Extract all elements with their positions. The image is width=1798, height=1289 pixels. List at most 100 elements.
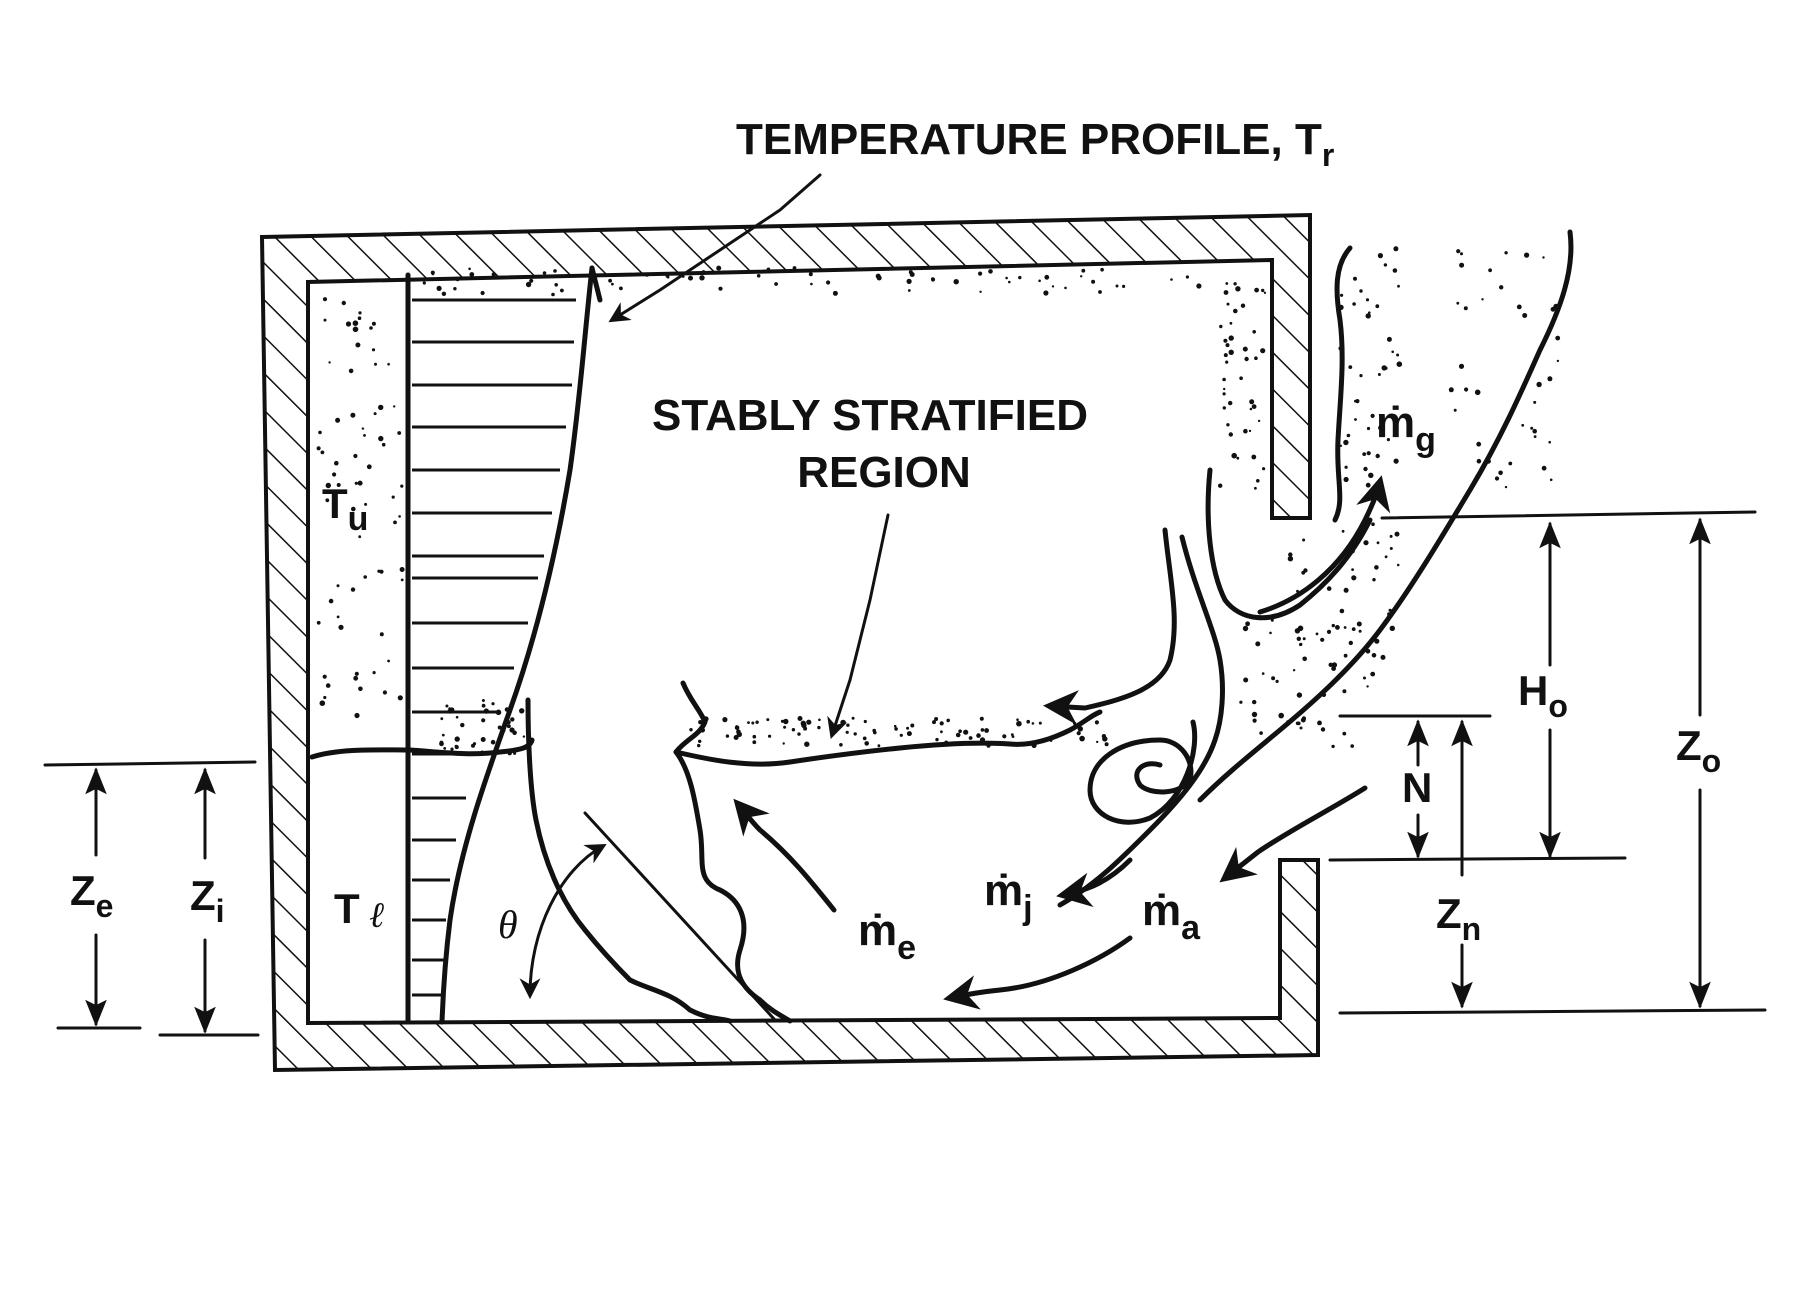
stipple-dot	[491, 272, 496, 277]
stipple-dot	[1341, 529, 1345, 533]
stipple-dot	[449, 707, 455, 713]
stipple-dot	[379, 569, 384, 574]
stipple-dot	[1389, 534, 1393, 538]
stipple-dot	[450, 747, 454, 751]
stipple-dot	[1383, 263, 1388, 267]
stipple-dot	[1494, 476, 1500, 481]
stipple-dot	[1365, 298, 1370, 302]
stipple-dot	[522, 735, 526, 738]
stipple-dot	[1222, 392, 1226, 396]
stipple-dot	[509, 727, 515, 733]
stipple-dot	[1376, 541, 1380, 545]
stipple-dot	[1091, 279, 1096, 284]
stipple-dot	[1396, 563, 1400, 567]
stipple-dot	[930, 277, 936, 282]
stipple-dot	[955, 732, 961, 738]
stipple-dot	[1343, 626, 1347, 629]
stipple-dot	[316, 446, 321, 451]
stipple-dot	[1476, 441, 1482, 447]
stipple-dot	[1219, 324, 1223, 329]
stipple-dot	[1532, 428, 1537, 434]
stipple-dot	[845, 730, 849, 734]
stipple-dot	[1533, 400, 1537, 404]
stipple-dot	[804, 741, 810, 747]
stipple-dot	[345, 321, 352, 327]
stipple-dot	[1370, 671, 1376, 677]
stipple-dot	[1366, 426, 1371, 431]
stipple-dot	[469, 272, 475, 277]
stipple-dot	[471, 743, 475, 748]
stipple-dot	[1239, 700, 1243, 704]
stipple-dot	[1392, 268, 1398, 273]
stipple-dot	[1358, 629, 1362, 633]
stipple-dot	[369, 326, 373, 330]
stipple-dot	[1550, 306, 1556, 312]
stipple-dot	[1371, 653, 1377, 658]
stipple-dot	[323, 318, 327, 322]
stipple-dot	[1261, 288, 1265, 293]
stipple-dot	[325, 482, 331, 489]
stipple-dot	[513, 751, 517, 755]
stipple-dot	[1464, 387, 1469, 392]
stipple-dot	[1356, 621, 1362, 627]
dimensions-left	[43, 760, 260, 1037]
stipple-dot	[460, 722, 465, 728]
stipple-dot	[322, 297, 328, 302]
stipple-dot	[382, 690, 387, 695]
stipple-dot	[1456, 301, 1460, 305]
stipple-dot	[1533, 435, 1537, 438]
stipple-dot	[1521, 423, 1525, 427]
stipple-dot	[1499, 285, 1504, 290]
stipple-dot	[1331, 662, 1338, 668]
stipple-dot	[397, 431, 402, 435]
stipple-dot	[455, 277, 460, 282]
stipple-dot	[1044, 274, 1050, 280]
stipple-dot	[1296, 692, 1303, 698]
stipple-dot	[1231, 452, 1237, 459]
stipple-dot	[350, 412, 356, 418]
stipple-dot	[978, 271, 983, 276]
stipple-dot	[818, 718, 821, 722]
stipple-dot	[725, 734, 730, 738]
stipple-dot	[1240, 303, 1246, 308]
stipple-dot	[1271, 676, 1276, 681]
stipple-dot	[441, 733, 445, 737]
stipple-dot	[958, 729, 962, 733]
stipple-dot	[862, 736, 867, 741]
stipple-dot	[506, 720, 511, 725]
stipple-dot	[1522, 313, 1528, 318]
stipple-dot	[1396, 353, 1400, 357]
stipple-dot	[1226, 302, 1230, 306]
stipple-dot	[1100, 267, 1104, 272]
stipple-dot	[1251, 404, 1257, 409]
stipple-dot	[400, 578, 404, 582]
stipple-dot	[1363, 466, 1368, 472]
stipple-dot	[1498, 470, 1503, 476]
stipple-dot	[939, 721, 944, 726]
stipple-dot	[1343, 653, 1348, 658]
stipple-dot	[935, 737, 939, 742]
stipple-dot	[1372, 578, 1376, 582]
stipple-dot	[1359, 289, 1363, 293]
stipple-dot	[325, 683, 331, 688]
stipple-dot	[906, 726, 910, 730]
stipple-dot	[350, 587, 356, 592]
stipple-dot	[806, 719, 812, 725]
stipple-dot	[1249, 407, 1253, 411]
region-label: REGION	[797, 448, 971, 497]
stipple-dot	[497, 725, 502, 730]
stipple-dot	[797, 716, 803, 721]
stipple-dot	[1555, 335, 1561, 341]
stipple-dot	[910, 723, 915, 728]
stipple-dot	[1391, 350, 1394, 354]
stipple-dot	[1339, 608, 1345, 614]
stipple-dot	[1236, 456, 1240, 460]
stipple-dot	[792, 266, 797, 270]
stipple-dot	[1243, 428, 1248, 434]
stipple-dot	[1476, 458, 1482, 464]
stipple-dot	[1350, 744, 1354, 748]
stipple-dot	[1233, 308, 1238, 314]
stipple-dot	[377, 569, 381, 573]
stipple-dot	[1315, 632, 1319, 636]
